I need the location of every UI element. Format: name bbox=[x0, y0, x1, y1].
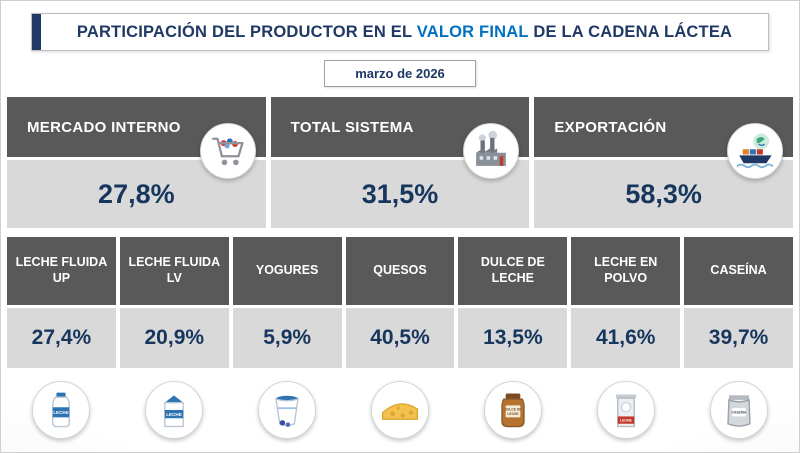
casein-bag-icon-svg: CASEÍNA bbox=[726, 395, 751, 427]
product-col-leche-fluida-lv: LECHE FLUIDA LV 20,9% LECHE bbox=[119, 237, 229, 445]
milk-powder-bag-icon-svg: LECHE bbox=[615, 394, 636, 428]
product-col-quesos: QUESOS 40,5% bbox=[345, 237, 455, 445]
product-icon-wrap: LECHE bbox=[7, 375, 116, 445]
title-accent-bar bbox=[32, 14, 41, 50]
summary-label: EXPORTACIÓN bbox=[554, 118, 667, 136]
svg-text:CASEÍNA: CASEÍNA bbox=[731, 410, 746, 415]
yogurt-cup-icon-svg bbox=[275, 395, 299, 427]
product-header: YOGURES bbox=[232, 237, 342, 305]
milk-carton-icon: LECHE bbox=[145, 381, 204, 439]
dulce-jar-icon-svg: DULCE DE LECHE bbox=[501, 393, 525, 428]
milk-bottle-icon-svg: LECHE bbox=[52, 392, 71, 428]
summary-col-total-sistema: TOTAL SISTEMA 31, bbox=[270, 97, 530, 228]
svg-text:LECHE: LECHE bbox=[54, 410, 70, 415]
product-col-yogures: YOGURES 5,9% bbox=[232, 237, 342, 445]
summary-col-exportacion: EXPORTACIÓN 58,3% bbox=[534, 97, 793, 228]
svg-text:DULCE DE: DULCE DE bbox=[504, 407, 522, 411]
svg-text:LECHE: LECHE bbox=[507, 412, 519, 416]
title-suffix: DE LA CADENA LÁCTEA bbox=[528, 22, 733, 41]
product-header: QUESOS bbox=[345, 237, 455, 305]
factory-icon-svg bbox=[476, 130, 507, 166]
product-value: 20,9% bbox=[119, 308, 229, 368]
summary-col-mercado-interno: MERCADO INTERNO 27,8% bbox=[7, 97, 266, 228]
product-col-leche-en-polvo: LECHE EN POLVO 41,6% LECHE bbox=[571, 237, 681, 445]
cargo-ship-icon-svg bbox=[736, 133, 774, 169]
product-col-caseina: CASEÍNA 39,7% CASEÍNA bbox=[684, 237, 793, 445]
page-title: PARTICIPACIÓN DEL PRODUCTOR EN EL VALOR … bbox=[41, 14, 768, 50]
date-label: marzo de 2026 bbox=[324, 60, 476, 87]
product-value: 27,4% bbox=[7, 308, 116, 368]
product-icon-wrap bbox=[233, 375, 342, 445]
product-value: 39,7% bbox=[684, 308, 793, 368]
product-header: CASEÍNA bbox=[684, 237, 793, 305]
shopping-cart-icon bbox=[199, 123, 256, 179]
summary-section: MERCADO INTERNO 27,8% TOTAL SI bbox=[7, 97, 793, 228]
factory-icon bbox=[463, 123, 520, 179]
product-col-dulce-de-leche: DULCE DE LECHE 13,5% DULCE DE LECHE bbox=[458, 237, 568, 445]
svg-text:LECHE: LECHE bbox=[620, 418, 632, 422]
product-col-leche-fluida-up: LECHE FLUIDA UP 27,4% LECHE bbox=[7, 237, 116, 445]
product-header: LECHE FLUIDA LV bbox=[119, 237, 229, 305]
milk-bottle-icon: LECHE bbox=[32, 381, 91, 439]
cheese-wedge-icon-svg bbox=[381, 403, 419, 420]
product-header: DULCE DE LECHE bbox=[458, 237, 568, 305]
summary-label: TOTAL SISTEMA bbox=[290, 118, 414, 136]
cheese-wedge-icon bbox=[370, 381, 429, 439]
milk-carton-icon-svg: LECHE bbox=[164, 395, 185, 428]
product-icon-wrap: CASEÍNA bbox=[684, 375, 793, 445]
milk-powder-bag-icon: LECHE bbox=[596, 381, 655, 439]
product-value: 5,9% bbox=[232, 308, 342, 368]
product-icon-wrap: LECHE bbox=[120, 375, 229, 445]
svg-text:LECHE: LECHE bbox=[167, 412, 183, 417]
shopping-cart-icon-svg bbox=[211, 137, 244, 166]
product-value: 40,5% bbox=[345, 308, 455, 368]
product-value: 41,6% bbox=[571, 308, 681, 368]
summary-label: MERCADO INTERNO bbox=[27, 118, 181, 136]
products-section: LECHE FLUIDA UP 27,4% LECHE LECHE FLUIDA… bbox=[7, 237, 793, 445]
product-header: LECHE FLUIDA UP bbox=[7, 237, 116, 305]
summary-header: MERCADO INTERNO bbox=[7, 97, 266, 179]
cargo-ship-icon bbox=[726, 123, 783, 179]
product-value: 13,5% bbox=[458, 308, 568, 368]
dulce-jar-icon: DULCE DE LECHE bbox=[483, 381, 542, 439]
product-header: LECHE EN POLVO bbox=[571, 237, 681, 305]
summary-header: EXPORTACIÓN bbox=[534, 97, 793, 179]
title-bar: PARTICIPACIÓN DEL PRODUCTOR EN EL VALOR … bbox=[31, 13, 769, 51]
yogurt-cup-icon bbox=[258, 381, 317, 439]
summary-header: TOTAL SISTEMA bbox=[270, 97, 530, 179]
title-highlight: VALOR FINAL bbox=[416, 22, 529, 41]
casein-bag-icon: CASEÍNA bbox=[709, 381, 768, 439]
title-prefix: PARTICIPACIÓN DEL PRODUCTOR EN EL bbox=[76, 22, 417, 41]
product-icon-wrap: DULCE DE LECHE bbox=[458, 375, 567, 445]
product-icon-wrap bbox=[346, 375, 455, 445]
product-icon-wrap: LECHE bbox=[571, 375, 680, 445]
